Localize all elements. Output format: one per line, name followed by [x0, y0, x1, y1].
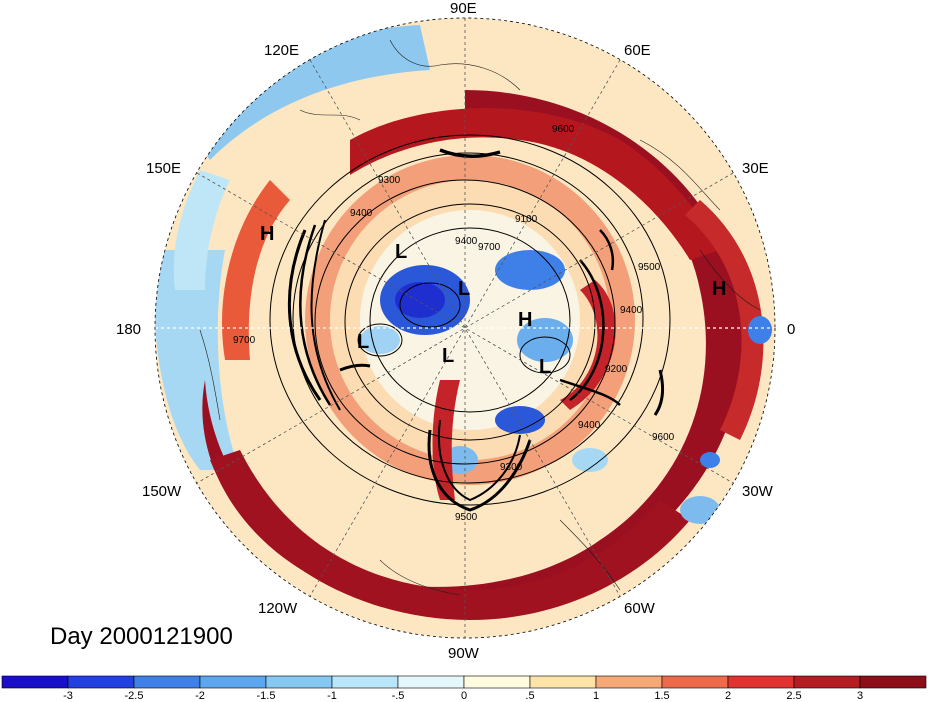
lon-label-60e: 60E	[624, 42, 651, 59]
graticule	[155, 18, 775, 638]
longitude-labels: 90E 120E 60E 150E 30E 180 0 150W 30W 120…	[116, 0, 795, 662]
coastlines	[199, 39, 761, 596]
low-marker: L	[395, 241, 407, 263]
colorbar-swatch	[595, 675, 663, 689]
colorbar-swatch	[859, 675, 927, 689]
high-marker: H	[712, 278, 726, 300]
lon-label-120w: 120W	[258, 600, 298, 617]
map-boundary	[154, 17, 776, 639]
low-marker: L	[442, 345, 454, 367]
colorbar-tick-label: 2	[725, 690, 731, 702]
contour-label: 9100	[515, 214, 538, 225]
contour-label: 9600	[652, 432, 675, 443]
colorbar-swatch	[727, 675, 795, 689]
height-contours	[269, 134, 671, 512]
contour-label: 9400	[350, 208, 373, 219]
colorbar-tick-label: -.5	[392, 690, 405, 702]
contour-label: 9300	[378, 175, 401, 186]
anomaly-shading	[155, 18, 775, 638]
lon-label-150e: 150E	[146, 160, 181, 177]
pressure-markers: H L L L H L L H	[260, 223, 726, 378]
contour-label: 9700	[478, 242, 501, 253]
colorbar-tick-label: -1.5	[257, 690, 276, 702]
lon-label-90e: 90E	[450, 0, 477, 17]
colorbar-tick-label: 3	[857, 690, 863, 702]
colorbar-swatch	[793, 675, 861, 689]
high-marker: H	[260, 223, 274, 245]
contour-label: 9500	[455, 512, 478, 523]
lon-label-30e: 30E	[742, 160, 769, 177]
day-title: Day 2000121900	[50, 623, 233, 650]
contour-label: 9700	[233, 335, 256, 346]
low-marker: L	[539, 356, 551, 378]
lon-label-0: 0	[787, 321, 795, 338]
colorbar	[1, 675, 927, 689]
lon-label-180: 180	[116, 321, 141, 338]
colorbar-swatch	[1, 675, 69, 689]
colorbar-swatch	[463, 675, 531, 689]
colorbar-tick-label: .5	[525, 690, 534, 702]
lon-label-30w: 30W	[742, 483, 774, 500]
colorbar-swatch	[199, 675, 267, 689]
contour-label: 9400	[578, 420, 601, 431]
colorbar-tick-label: 1	[593, 690, 599, 702]
colorbar-ticks: -3 -2.5 -2 -1.5 -1 -.5 0 .5 1 1.5 2 2.5 3	[63, 690, 863, 702]
colorbar-swatch	[397, 675, 465, 689]
lon-label-60w: 60W	[624, 600, 656, 617]
colorbar-swatch	[331, 675, 399, 689]
lon-label-150w: 150W	[142, 483, 182, 500]
high-marker: H	[518, 309, 532, 331]
lon-label-120e: 120E	[264, 42, 299, 59]
colorbar-tick-label: -3	[63, 690, 73, 702]
colorbar-tick-label: 0	[461, 690, 467, 702]
contour-label: 9400	[620, 305, 643, 316]
colorbar-swatch	[133, 675, 201, 689]
colorbar-swatch	[661, 675, 729, 689]
colorbar-swatch	[265, 675, 333, 689]
low-marker: L	[458, 278, 470, 300]
contour-label: 9600	[552, 124, 575, 135]
colorbar-tick-label: -2	[195, 690, 205, 702]
colorbar-tick-label: 1.5	[654, 690, 669, 702]
contour-labels: 9600 9300 9100 9700 9400 9500 9400 9700 …	[233, 124, 675, 523]
colorbar-swatch	[67, 675, 135, 689]
colorbar-tick-label: -2.5	[125, 690, 144, 702]
contour-label: 9500	[638, 262, 661, 273]
lon-label-90w: 90W	[448, 645, 480, 662]
colorbar-tick-label: 2.5	[786, 690, 801, 702]
colorbar-swatch	[529, 675, 597, 689]
colorbar-tick-label: -1	[327, 690, 337, 702]
contour-label: 9400	[455, 236, 478, 247]
contour-label: 9300	[500, 462, 523, 473]
contour-label: 9200	[605, 364, 628, 375]
low-marker: L	[357, 331, 369, 353]
